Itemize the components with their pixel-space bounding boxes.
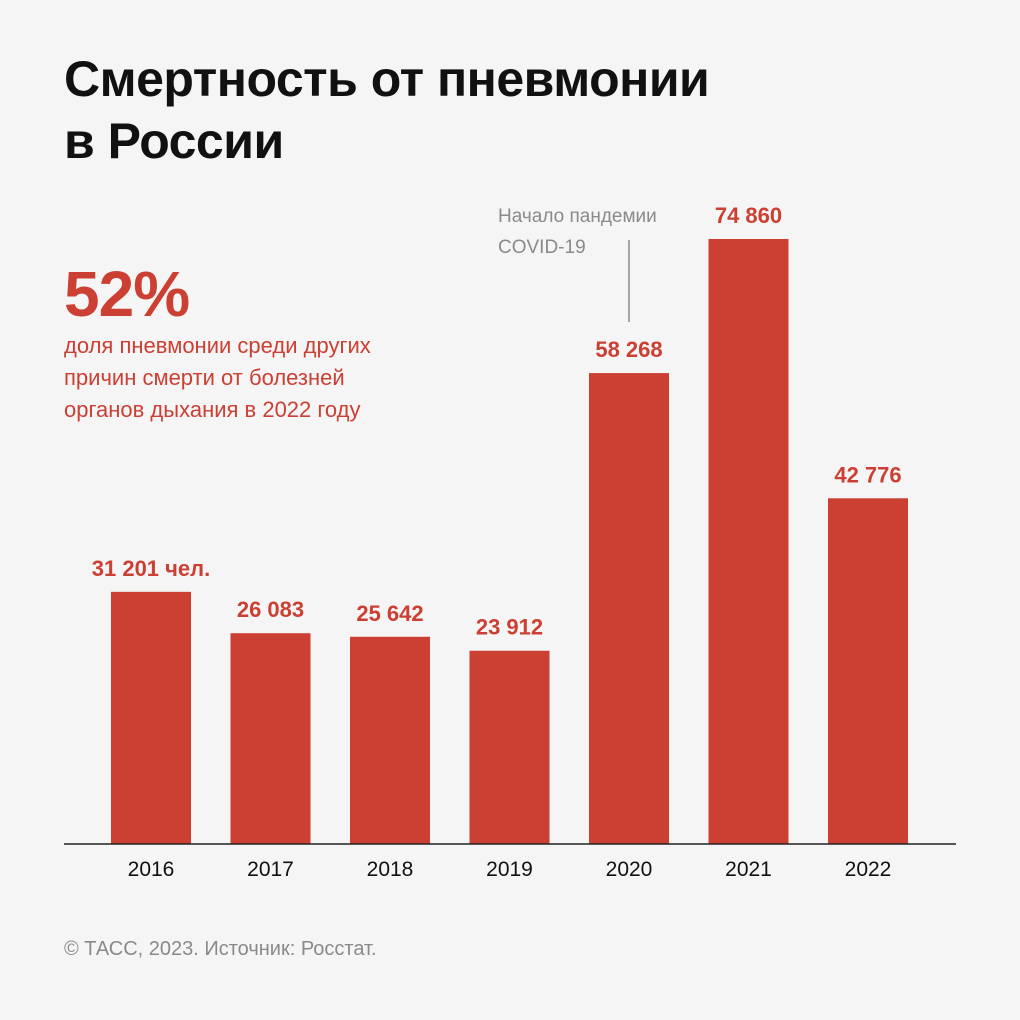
- bar-2016: [111, 591, 191, 844]
- tick-label-2022: 2022: [845, 858, 892, 881]
- chart-title-line1: Смертность от пневмонии: [64, 51, 710, 107]
- tick-label-2018: 2018: [367, 858, 414, 881]
- bar-2021: [708, 239, 789, 844]
- value-label-2021: 74 860: [715, 203, 782, 228]
- value-label-2020: 58 268: [595, 337, 662, 362]
- value-label-2016: 31 201 чел.: [92, 556, 211, 581]
- tick-label-2021: 2021: [725, 858, 772, 881]
- chart-title-line2: в России: [64, 113, 284, 169]
- tick-label-2020: 2020: [606, 858, 653, 881]
- highlight-stat: 52% доля пневмонии среди других причин с…: [64, 258, 504, 426]
- annotation-text-line1: Начало пандемии: [498, 206, 657, 227]
- tick-label-2017: 2017: [247, 858, 294, 881]
- bar-2018: [350, 636, 430, 844]
- highlight-desc-line2: причин смерти от болезней: [64, 365, 345, 390]
- highlight-desc-line3: органов дыхания в 2022 году: [64, 397, 361, 422]
- source-footer: © ТАСС, 2023. Источник: Росстат.: [64, 938, 377, 960]
- bar-2019: [469, 650, 550, 844]
- chart-title: Смертность от пневмонии в России: [64, 48, 964, 172]
- value-label-2019: 23 912: [476, 615, 543, 640]
- tick-label-2019: 2019: [486, 858, 533, 881]
- tick-label-2016: 2016: [128, 858, 175, 881]
- value-label-2018: 25 642: [356, 601, 423, 626]
- bar-2022: [828, 498, 908, 844]
- value-label-2022: 42 776: [834, 462, 901, 487]
- bar-2017: [230, 633, 311, 844]
- highlight-description: доля пневмонии среди других причин смерт…: [64, 330, 504, 426]
- highlight-desc-line1: доля пневмонии среди других: [64, 333, 371, 358]
- bar-2020: [589, 373, 669, 844]
- value-label-2017: 26 083: [237, 597, 304, 622]
- annotation-text-line2: COVID-19: [498, 237, 586, 258]
- highlight-value: 52%: [64, 258, 190, 330]
